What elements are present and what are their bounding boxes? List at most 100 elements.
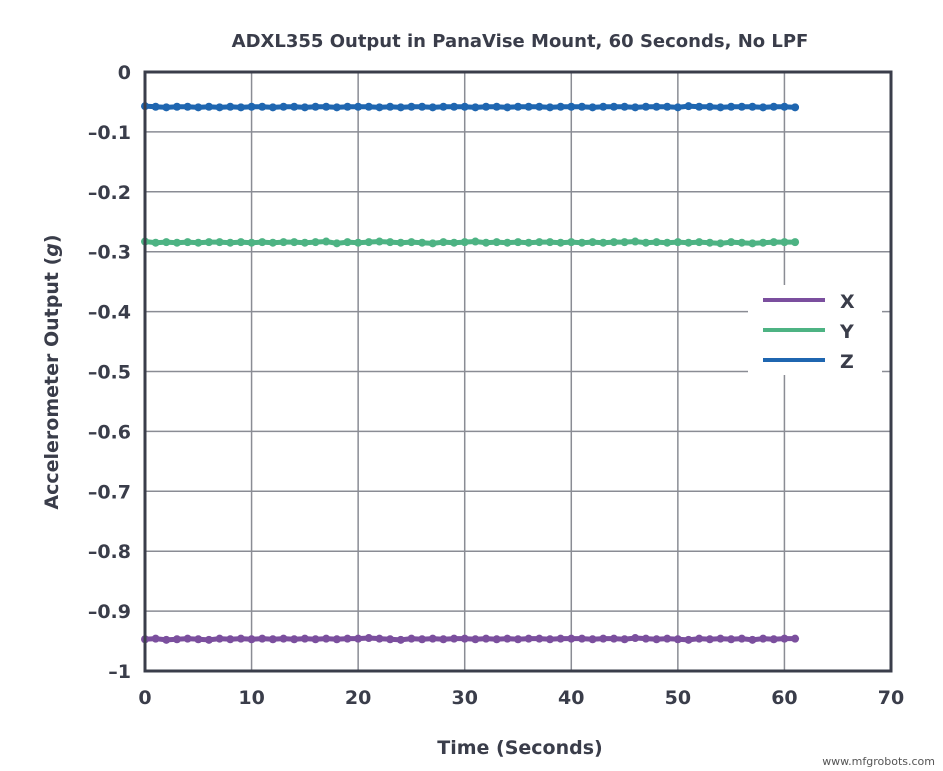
data-point-x — [791, 634, 800, 643]
data-point-z — [769, 102, 778, 111]
data-point-z — [279, 102, 288, 111]
data-point-z — [226, 102, 235, 111]
data-point-y — [759, 238, 768, 247]
data-point-z — [524, 102, 533, 111]
data-point-y — [503, 238, 512, 247]
y-tick-label: –0.9 — [88, 601, 131, 623]
data-point-z — [460, 102, 469, 111]
data-point-x — [439, 635, 448, 644]
data-point-x — [354, 634, 363, 643]
data-point-y — [695, 238, 704, 247]
data-point-x — [343, 634, 352, 643]
data-point-z — [631, 103, 640, 112]
data-point-y — [769, 238, 778, 247]
data-point-z — [609, 102, 618, 111]
data-point-x — [194, 635, 203, 644]
data-point-z — [172, 102, 181, 111]
data-point-y — [194, 238, 203, 247]
data-point-z — [204, 102, 213, 111]
data-point-x — [322, 634, 331, 643]
data-point-z — [737, 102, 746, 111]
data-point-z — [258, 102, 267, 111]
data-point-z — [322, 102, 331, 111]
data-point-x — [162, 635, 171, 644]
data-point-x — [780, 634, 789, 643]
data-point-y — [279, 238, 288, 247]
data-point-x — [727, 635, 736, 644]
data-point-z — [268, 103, 277, 112]
data-point-x — [545, 635, 554, 644]
data-point-z — [364, 102, 373, 111]
data-point-y — [428, 239, 437, 248]
data-point-z — [577, 102, 586, 111]
data-point-z — [418, 102, 427, 111]
data-point-z — [684, 102, 693, 111]
data-point-x — [503, 634, 512, 643]
data-point-x — [418, 635, 427, 644]
x-tick-label: 20 — [345, 687, 371, 709]
data-point-y — [599, 238, 608, 247]
data-point-z — [343, 102, 352, 111]
data-point-y — [535, 238, 544, 247]
data-point-x — [471, 635, 480, 644]
data-point-z — [514, 102, 522, 111]
data-point-x — [673, 635, 682, 644]
data-point-z — [599, 102, 608, 111]
data-point-y — [492, 238, 501, 247]
data-point-x — [428, 634, 437, 643]
data-point-z — [567, 102, 576, 111]
data-point-x — [151, 634, 160, 643]
data-point-y — [524, 238, 533, 247]
data-point-y — [386, 238, 395, 247]
data-point-x — [300, 634, 309, 643]
data-point-y — [354, 238, 363, 247]
y-tick-label: –1 — [108, 661, 131, 683]
data-point-y — [556, 238, 565, 247]
data-point-x — [620, 635, 629, 644]
data-point-y — [727, 238, 736, 247]
data-point-x — [311, 635, 320, 644]
data-point-z — [183, 102, 192, 111]
data-point-y — [716, 239, 725, 248]
data-point-y — [226, 238, 235, 247]
data-point-z — [492, 102, 501, 111]
data-point-x — [705, 635, 714, 644]
data-point-z — [791, 103, 800, 112]
data-point-z — [663, 102, 672, 111]
x-tick-label: 0 — [138, 687, 151, 709]
x-tick-label: 50 — [665, 687, 691, 709]
tick-labels: 0 10 20 30 40 50 60 70 0 –0.1 –0.2 –0.3 –0.4 –0.5 –0.6… — [88, 62, 904, 709]
data-point-x — [460, 634, 469, 643]
data-point-x — [290, 635, 299, 644]
data-point-y — [407, 238, 416, 247]
data-point-y — [620, 238, 629, 247]
data-point-y — [162, 238, 171, 247]
data-point-x — [684, 635, 693, 644]
data-point-z — [450, 102, 459, 111]
data-point-y — [631, 237, 640, 246]
data-point-z — [748, 102, 757, 111]
data-point-x — [183, 634, 192, 643]
data-point-y — [460, 238, 469, 247]
data-point-y — [236, 238, 245, 247]
legend: XYZ — [748, 285, 882, 375]
legend-label-y: Y — [839, 321, 854, 343]
data-point-x — [514, 635, 522, 644]
y-tick-label: –0.8 — [88, 541, 131, 563]
data-point-y — [396, 238, 405, 247]
data-point-x — [332, 635, 341, 644]
data-point-y — [450, 238, 459, 247]
data-point-x — [609, 634, 618, 643]
data-point-x — [268, 635, 277, 644]
data-point-x — [450, 634, 459, 643]
data-point-z — [482, 102, 491, 111]
watermark: www.mfgrobots.com — [822, 755, 935, 768]
data-point-x — [599, 634, 608, 643]
data-point-y — [215, 238, 224, 247]
data-point-x — [716, 634, 725, 643]
data-point-y — [311, 238, 320, 247]
data-point-z — [716, 103, 725, 112]
legend-label-x: X — [840, 291, 855, 313]
data-point-x — [247, 635, 256, 644]
y-tick-label: –0.1 — [88, 122, 131, 144]
